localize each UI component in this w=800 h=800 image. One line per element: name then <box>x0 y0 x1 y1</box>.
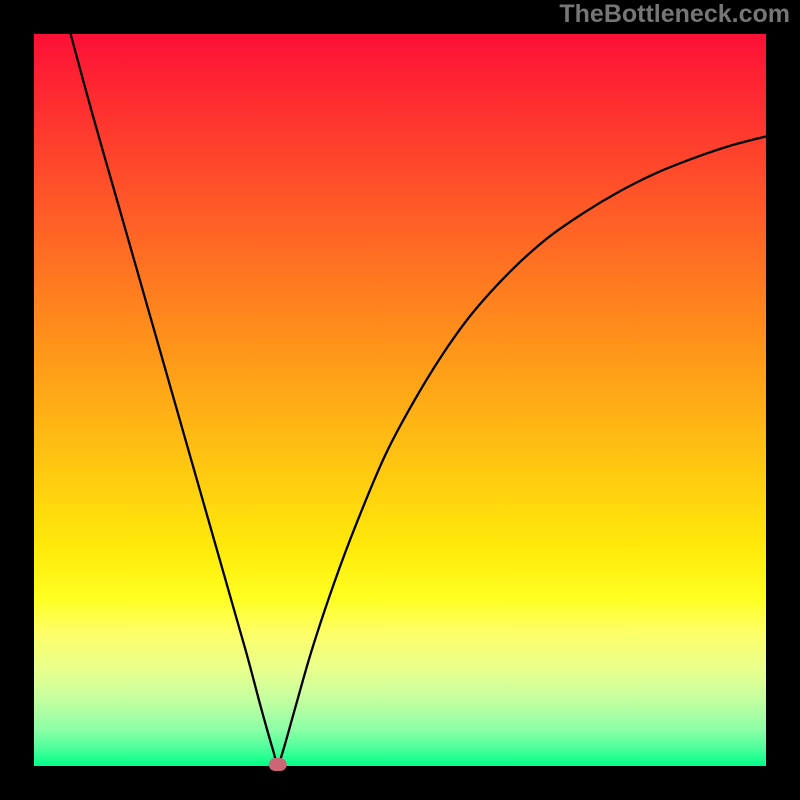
chart-svg <box>0 0 800 800</box>
watermark-text: TheBottleneck.com <box>559 0 790 29</box>
gradient-background <box>34 34 766 766</box>
chart-frame: TheBottleneck.com <box>0 0 800 800</box>
minimum-marker <box>269 759 286 771</box>
